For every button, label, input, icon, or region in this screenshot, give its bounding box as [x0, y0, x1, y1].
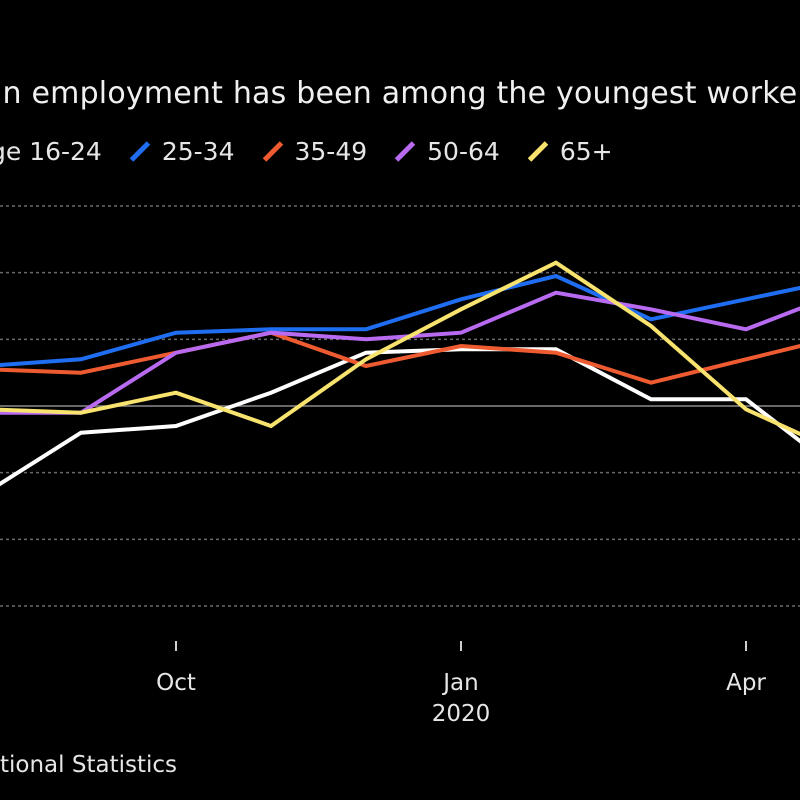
x-axis: Oct Jan 2020 Apr: [156, 641, 766, 727]
legend-label: ge 16-24: [0, 136, 102, 166]
legend-label: 65+: [559, 136, 613, 166]
series-line-50-64: [0, 290, 800, 415]
series-lines: [0, 260, 800, 487]
x-tick-label: Apr: [726, 670, 766, 696]
legend-item: 35-49: [255, 136, 368, 166]
legend-item: ge 16-24: [0, 137, 102, 166]
x-year-label: 2020: [432, 701, 491, 727]
chart-title: in employment has been among the younges…: [0, 76, 800, 111]
x-tick-label: Jan: [441, 670, 478, 696]
legend-item: 65+: [520, 137, 613, 166]
series-line-25-34: [0, 273, 800, 368]
legend-item: 50-64: [387, 137, 500, 166]
legend-item: 25-34: [122, 137, 235, 166]
series-line-65-: [0, 260, 800, 437]
legend-label: 35-49: [294, 136, 368, 166]
series-line-35-49: [0, 330, 800, 385]
source-note: tional Statistics: [0, 752, 177, 778]
x-tick-label: Oct: [156, 670, 196, 696]
legend: ge 16-24 25-34 35-49 50-64 65+: [0, 134, 633, 168]
legend-label: 25-34: [161, 136, 235, 166]
series-line-ge-16-24: [0, 347, 800, 487]
legend-label: 50-64: [427, 136, 500, 166]
